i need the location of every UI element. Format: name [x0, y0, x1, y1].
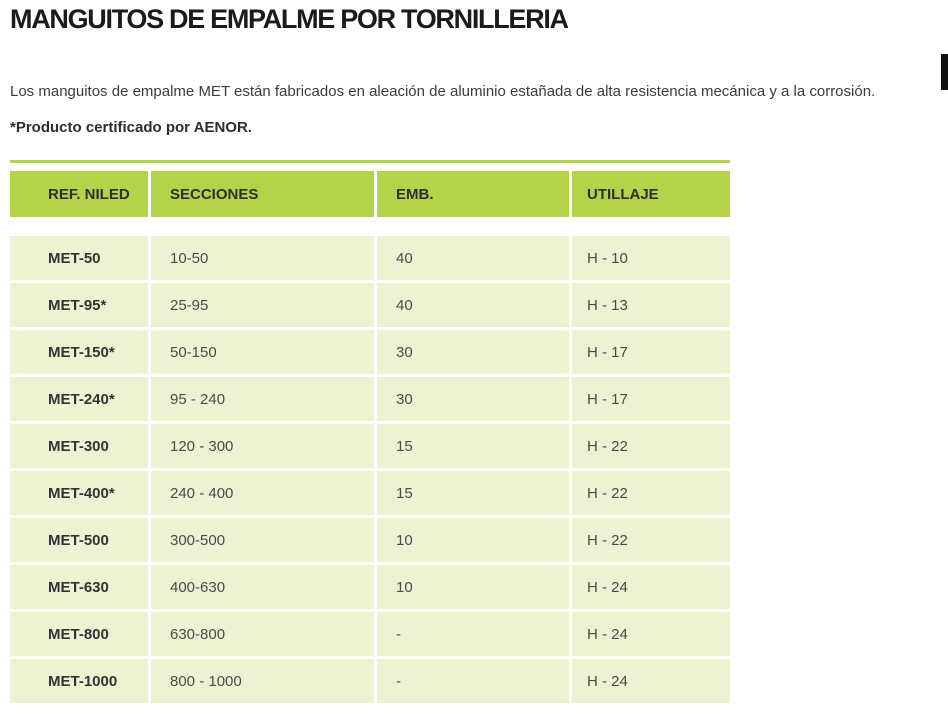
table-cell: MET-400* — [10, 471, 148, 515]
table-cell: 30 — [377, 330, 569, 374]
table-header-row: REF. NILED SECCIONES EMB. UTILLAJE — [10, 171, 730, 217]
table-cell: H - 22 — [572, 424, 730, 468]
table-cell: H - 22 — [572, 471, 730, 515]
table-cell: MET-150* — [10, 330, 148, 374]
table-cell: - — [377, 612, 569, 656]
scrollbar-thumb[interactable] — [941, 54, 948, 90]
intro-certification-text: *Producto certificado por AENOR. — [10, 119, 252, 136]
table-cell: 800 - 1000 — [151, 659, 374, 703]
column-header: REF. NILED — [10, 171, 148, 217]
table-cell: MET-630 — [10, 565, 148, 609]
table-cell: H - 17 — [572, 377, 730, 421]
table-cell: 25-95 — [151, 283, 374, 327]
table-cell: H - 22 — [572, 518, 730, 562]
table-cell: 400-630 — [151, 565, 374, 609]
table-cell: 10 — [377, 518, 569, 562]
table-cell: MET-800 — [10, 612, 148, 656]
intro-text: Los manguitos de empalme MET están fabri… — [10, 83, 876, 100]
table-cell: 10 — [377, 565, 569, 609]
column-header: UTILLAJE — [572, 171, 730, 217]
column-header: EMB. — [377, 171, 569, 217]
table-cell: 95 - 240 — [151, 377, 374, 421]
table-cell: 15 — [377, 471, 569, 515]
table-cell: 50-150 — [151, 330, 374, 374]
table-cell: H - 24 — [572, 612, 730, 656]
table-cell: MET-500 — [10, 518, 148, 562]
table-cell: MET-240* — [10, 377, 148, 421]
table-cell: MET-95* — [10, 283, 148, 327]
table-body: MET-50 10-50 40 H - 10 MET-95* 25-95 40 H - 13 M… — [10, 236, 730, 703]
table-cell: MET-50 — [10, 236, 148, 280]
table-cell: 40 — [377, 283, 569, 327]
intro-paragraph: Los manguitos de empalme MET están fabri… — [10, 74, 940, 146]
table-top-border — [10, 160, 730, 163]
table-cell: - — [377, 659, 569, 703]
table-cell: 300-500 — [151, 518, 374, 562]
column-header: SECCIONES — [151, 171, 374, 217]
table-cell: H - 13 — [572, 283, 730, 327]
table-cell: 30 — [377, 377, 569, 421]
table-cell: 240 - 400 — [151, 471, 374, 515]
table-cell: 15 — [377, 424, 569, 468]
table-cell: H - 17 — [572, 330, 730, 374]
table-cell: 120 - 300 — [151, 424, 374, 468]
page-title: MANGUITOS DE EMPALME POR TORNILLERIA — [10, 4, 569, 34]
table-cell: H - 24 — [572, 565, 730, 609]
table-cell: 630-800 — [151, 612, 374, 656]
table-cell: 40 — [377, 236, 569, 280]
table-cell: MET-300 — [10, 424, 148, 468]
table-cell: H - 24 — [572, 659, 730, 703]
table-cell: H - 10 — [572, 236, 730, 280]
table-cell: 10-50 — [151, 236, 374, 280]
table-cell: MET-1000 — [10, 659, 148, 703]
